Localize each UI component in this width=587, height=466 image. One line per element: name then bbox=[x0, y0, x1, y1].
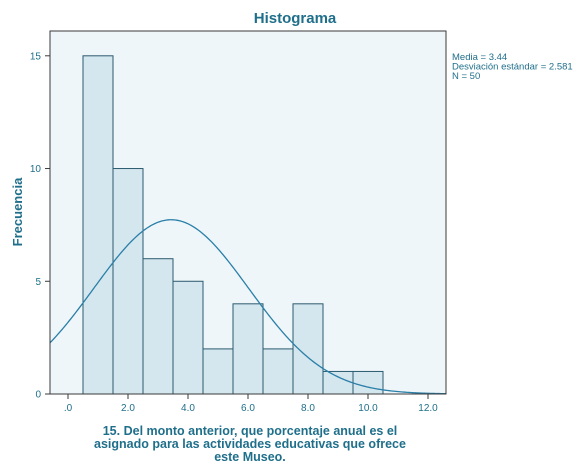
stats-line-3: N = 50 bbox=[452, 71, 480, 82]
x-tick-label: 6.0 bbox=[241, 403, 255, 414]
y-tick-label: 10 bbox=[30, 164, 42, 175]
histogram-bar-7 bbox=[262, 348, 294, 395]
histogram-bar-1 bbox=[82, 55, 114, 395]
y-tick-label: 15 bbox=[30, 51, 42, 62]
stats-line-2: Desviación estándar = 2.581 bbox=[452, 62, 573, 73]
y-axis-label: Frecuencia bbox=[10, 177, 25, 246]
stats-line-1: Media = 3.44 bbox=[452, 52, 507, 63]
x-tick-label: .0 bbox=[64, 403, 73, 414]
bars-layer bbox=[82, 55, 384, 395]
histogram-bar-4 bbox=[172, 280, 204, 395]
x-axis-label-line-1: 15. Del monto anterior, que porcentaje a… bbox=[102, 424, 398, 438]
x-axis: .0 2.0 4.0 6.0 8.0 10.0 12.0 bbox=[64, 394, 438, 414]
histogram-bar-3 bbox=[142, 258, 174, 395]
y-tick-label: 0 bbox=[35, 390, 41, 401]
histogram-bar-2 bbox=[112, 168, 144, 395]
x-tick-label: 4.0 bbox=[181, 403, 195, 414]
y-tick-label: 5 bbox=[35, 277, 41, 288]
histogram-bar-6 bbox=[232, 303, 264, 395]
x-tick-label: 12.0 bbox=[418, 403, 438, 414]
x-tick-label: 10.0 bbox=[358, 403, 378, 414]
chart-title: Histograma bbox=[254, 10, 337, 27]
x-tick-label: 2.0 bbox=[121, 403, 135, 414]
histogram-chart: 0 5 10 15 .0 2.0 4.0 6.0 8.0 10.0 12.0 Histograma… bbox=[10, 10, 573, 414]
y-axis: 0 5 10 15 bbox=[30, 51, 50, 401]
histogram-bar-10 bbox=[352, 370, 384, 395]
histogram-bar-9 bbox=[322, 370, 354, 395]
normal-curve bbox=[49, 219, 447, 395]
x-tick-label: 8.0 bbox=[301, 403, 315, 414]
x-axis-label-line-3: este Museo. bbox=[214, 450, 286, 464]
x-axis-label-line-2: asignado para las actividades educativas… bbox=[94, 437, 406, 451]
histogram-bar-8 bbox=[292, 303, 324, 395]
x-axis-label: 15. Del monto anterior, que porcentaje a… bbox=[40, 425, 460, 464]
histogram-bar-5 bbox=[202, 348, 234, 395]
